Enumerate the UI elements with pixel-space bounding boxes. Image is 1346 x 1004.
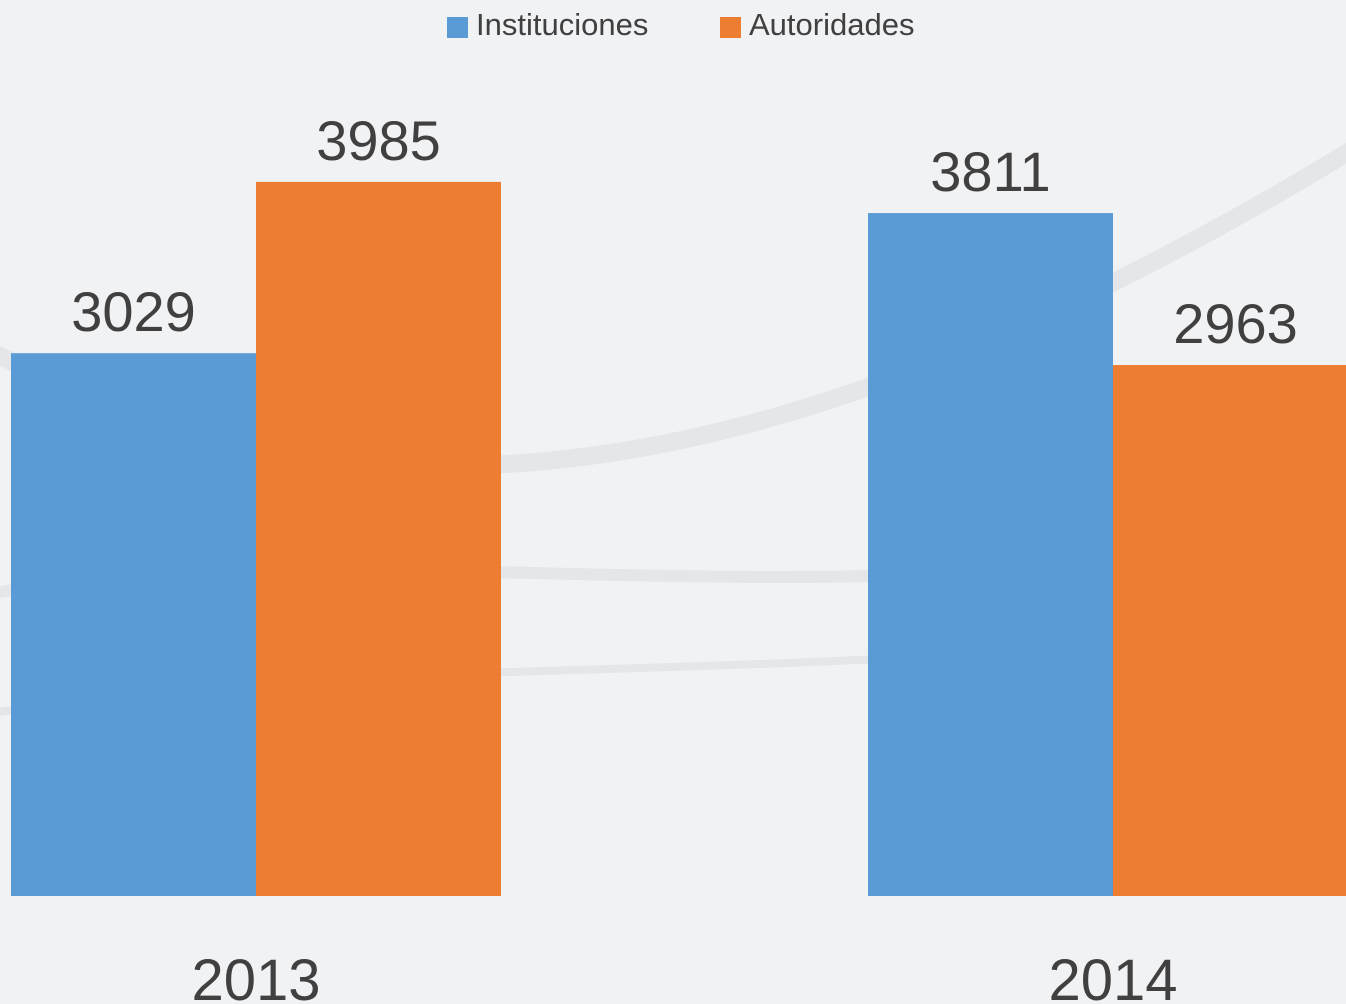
data-label: 3985 (316, 109, 441, 172)
x-tick-label: 2013 (191, 948, 320, 1004)
legend-swatch (447, 17, 468, 38)
bar (1113, 365, 1346, 896)
legend-swatch (720, 17, 741, 38)
legend-label: Autoridades (749, 7, 914, 42)
data-label: 3811 (930, 140, 1050, 203)
data-label: 3029 (71, 280, 196, 343)
data-label: 2963 (1173, 292, 1298, 355)
bar (868, 213, 1113, 897)
bar (256, 181, 501, 896)
legend-label: Instituciones (476, 7, 648, 42)
bar (11, 353, 256, 896)
x-tick-label: 2014 (1048, 948, 1177, 1004)
